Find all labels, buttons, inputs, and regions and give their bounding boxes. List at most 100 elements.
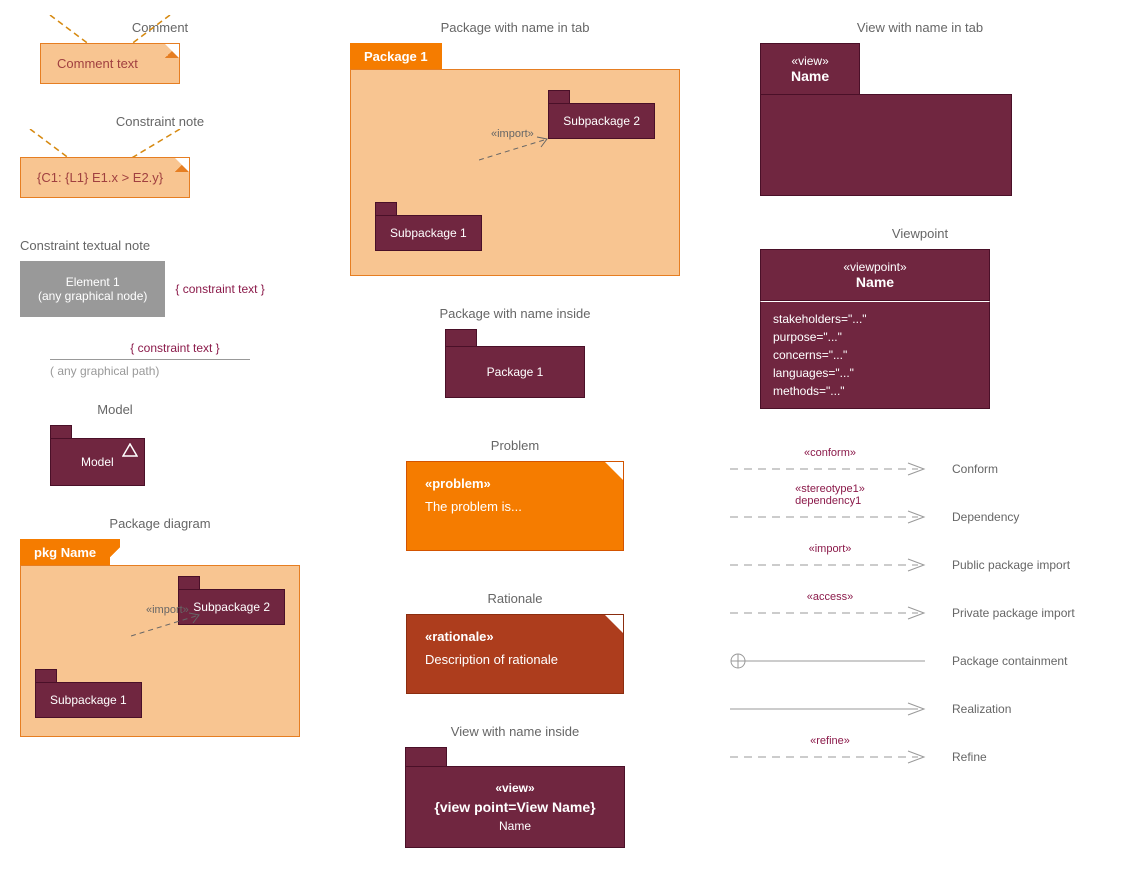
- subpackage-1-label: Subpackage 1: [35, 682, 142, 718]
- constraint-note-box: {C1: {L1} E1.x > E2.y}: [20, 157, 190, 198]
- subpackage-2-label: Subpackage 2: [548, 103, 655, 139]
- arrow-label: Public package import: [952, 558, 1070, 572]
- viewpoint-title: Viewpoint: [730, 226, 1110, 241]
- viewpoint-stereo: «viewpoint»: [771, 260, 979, 274]
- comment-note: Comment text: [40, 43, 180, 84]
- vp-attr-1: purpose="...": [773, 328, 977, 346]
- view-tab-section: View with name in tab «view» Name: [730, 20, 1110, 196]
- rationale-note: «rationale» Description of rationale: [406, 614, 624, 694]
- arrow-line: «refine»: [730, 747, 930, 767]
- column-2: Package with name in tab Package 1 Subpa…: [350, 20, 680, 848]
- constraint-side-text: { constraint text }: [175, 282, 264, 296]
- arrow-row: «access» Private package import: [730, 603, 1110, 623]
- comment-section: Comment Comment text: [20, 20, 300, 84]
- problem-note: «problem» The problem is...: [406, 461, 624, 551]
- arrow-line: «conform»: [730, 459, 930, 479]
- view-with-tab: «view» Name: [760, 43, 1110, 196]
- constraint-path-section: { constraint text } ( any graphical path…: [50, 341, 300, 378]
- vp-attr-4: methods="...": [773, 382, 977, 400]
- constraint-path-bottom: ( any graphical path): [50, 364, 300, 378]
- view-inside-stereo: «view»: [424, 781, 606, 795]
- pkg-inside-title: Package with name inside: [350, 306, 680, 321]
- arrow-row: «refine» Refine: [730, 747, 1110, 767]
- viewpoint-attrs: stakeholders="..." purpose="..." concern…: [760, 301, 990, 409]
- arrow-line: «import»: [730, 555, 930, 575]
- viewpoint-name: Name: [771, 274, 979, 290]
- column-1: Comment Comment text Constraint note {C1…: [20, 20, 300, 737]
- package-diagram-section: Package diagram pkg Name Subpackage 1 Su…: [20, 516, 300, 737]
- constraint-textual-title: Constraint textual note: [20, 238, 300, 253]
- arrow-stereotype: «stereotype1»dependency1: [795, 483, 865, 507]
- arrow-line: [730, 651, 930, 671]
- rationale-text: Description of rationale: [425, 652, 605, 667]
- problem-title: Problem: [350, 438, 680, 453]
- element-line1: Element 1: [66, 275, 120, 289]
- constraint-textual-section: Constraint textual note Element 1 (any g…: [20, 238, 300, 317]
- viewpoint-box: «viewpoint» Name stakeholders="..." purp…: [760, 249, 990, 409]
- model-section: Model Model: [50, 402, 300, 486]
- path-line: [50, 359, 250, 360]
- rationale-title: Rationale: [350, 591, 680, 606]
- constraint-path-top: { constraint text }: [50, 341, 300, 355]
- anchor-lines-icon: [40, 15, 180, 45]
- subpackage-1: Subpackage 1: [375, 202, 482, 251]
- column-3: View with name in tab «view» Name Viewpo…: [730, 20, 1110, 795]
- subpackage-1: Subpackage 1: [35, 669, 142, 718]
- pkg-with-tab: Package 1 Subpackage 1 Subpackage 2 «imp…: [350, 43, 680, 276]
- arrow-label: Conform: [952, 462, 998, 476]
- arrow-row: «import» Public package import: [730, 555, 1110, 575]
- pkg-tab-label: Package 1: [350, 43, 442, 70]
- view-inside-section: View with name inside «view» {view point…: [350, 724, 680, 848]
- arrow-label: Realization: [952, 702, 1011, 716]
- pkg-inside: Package 1: [445, 329, 585, 398]
- import-label: «import»: [146, 604, 189, 616]
- arrow-line: «stereotype1»dependency1: [730, 507, 930, 527]
- pkg-tab-body: Subpackage 1 Subpackage 2 «import»: [350, 69, 680, 276]
- anchor-lines-icon: [20, 129, 190, 159]
- arrow-label: Private package import: [952, 606, 1075, 620]
- problem-stereo: «problem»: [425, 476, 605, 491]
- viewpoint-section: Viewpoint «viewpoint» Name stakeholders=…: [730, 226, 1110, 409]
- pkg-name-tab-section: Package with name in tab Package 1 Subpa…: [350, 20, 680, 276]
- problem-text: The problem is...: [425, 499, 605, 514]
- element-line2: (any graphical node): [38, 289, 147, 303]
- model-title: Model: [50, 402, 180, 417]
- view-inside-title: View with name inside: [350, 724, 680, 739]
- model-label: Model: [81, 455, 114, 469]
- view-tab-stereo: «view»: [791, 54, 829, 68]
- constraint-note-title: Constraint note: [20, 114, 300, 129]
- arrow-stereotype: «conform»: [804, 447, 856, 459]
- arrow-row: «conform» Conform: [730, 459, 1110, 479]
- view-inside-name: Name: [424, 819, 606, 833]
- vp-attr-3: languages="...": [773, 364, 977, 382]
- view-tab-header: «view» Name: [760, 43, 860, 95]
- arrow-row: Realization: [730, 699, 1110, 719]
- subpackage-2: Subpackage 2: [548, 90, 655, 139]
- pkg-diagram-tab: pkg Name: [20, 539, 110, 566]
- rationale-section: Rationale «rationale» Description of rat…: [350, 591, 680, 694]
- pkg-tab-title: Package with name in tab: [350, 20, 680, 35]
- triangle-icon: [122, 443, 138, 457]
- model-package: Model: [50, 425, 145, 486]
- arrow-label: Refine: [952, 750, 987, 764]
- view-tab-name: Name: [791, 68, 829, 84]
- pkg-name-inside-section: Package with name inside Package 1: [350, 306, 680, 398]
- arrow-line: [730, 699, 930, 719]
- subpackage-1-label: Subpackage 1: [375, 215, 482, 251]
- arrow-stereotype: «import»: [809, 543, 852, 555]
- pkg-diagram-tab-label: pkg Name: [34, 545, 96, 560]
- import-label: «import»: [491, 128, 534, 140]
- pkg-diagram-title: Package diagram: [20, 516, 300, 531]
- element-box: Element 1 (any graphical node): [20, 261, 165, 317]
- pkg-inside-label: Package 1: [445, 346, 585, 398]
- view-inside: «view» {view point=View Name} Name: [405, 747, 625, 848]
- arrow-label: Dependency: [952, 510, 1019, 524]
- view-inside-constraint: {view point=View Name}: [424, 799, 606, 815]
- view-tab-title: View with name in tab: [730, 20, 1110, 35]
- pkg-diagram-body: Subpackage 1 Subpackage 2 «import»: [20, 565, 300, 737]
- vp-attr-0: stakeholders="...": [773, 310, 977, 328]
- arrow-line: «access»: [730, 603, 930, 623]
- constraint-note-section: Constraint note {C1: {L1} E1.x > E2.y}: [20, 114, 300, 198]
- arrow-label: Package containment: [952, 654, 1067, 668]
- arrow-stereotype: «refine»: [810, 735, 850, 747]
